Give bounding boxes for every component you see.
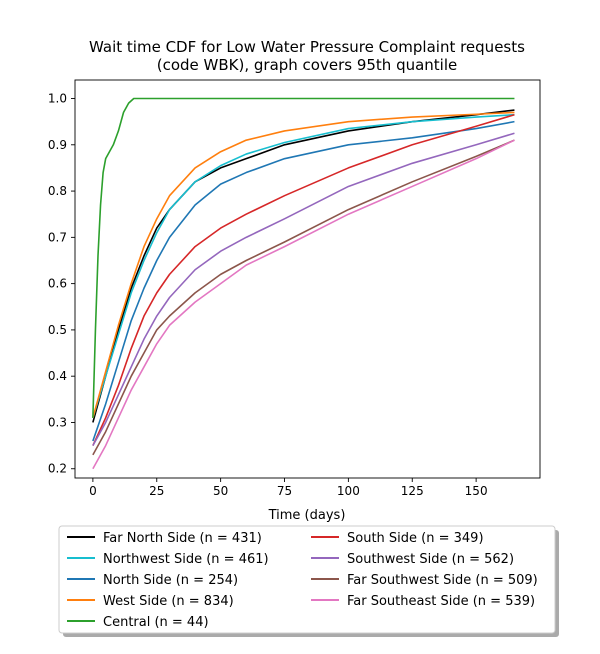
axes-frame — [74, 79, 541, 479]
y-tick-label-1: 0.3 — [48, 415, 67, 429]
legend-label-4: Central (n = 44) — [103, 615, 209, 630]
legend-label-0: Far North Side (n = 431) — [103, 531, 262, 546]
legend-label-8: Far Southeast Side (n = 539) — [347, 594, 535, 609]
y-tick-label-4: 0.6 — [48, 277, 67, 291]
y-tick-label-3: 0.5 — [48, 323, 67, 337]
legend-box — [58, 525, 556, 634]
chart-title-line1: Wait time CDF for Low Water Pressure Com… — [89, 38, 525, 56]
x-tick-label-2: 50 — [213, 484, 228, 498]
x-axis-label: Time (days) — [268, 508, 346, 523]
y-tick-label-7: 0.9 — [48, 138, 67, 152]
legend-label-6: Southwest Side (n = 562) — [347, 552, 514, 567]
x-tick-label-4: 100 — [337, 484, 360, 498]
y-tick-label-0: 0.2 — [48, 462, 67, 476]
legend-label-5: South Side (n = 349) — [347, 531, 484, 546]
legend: Far North Side (n = 431) Northwest Side (… — [58, 525, 559, 637]
chart-title-line2: (code WBK), graph covers 95th quantile — [157, 56, 458, 74]
x-tick-label-1: 25 — [149, 484, 164, 498]
x-tick-label-6: 150 — [465, 484, 488, 498]
y-tick-label-8: 1.0 — [48, 92, 67, 106]
x-tick-label-5: 125 — [401, 484, 424, 498]
x-tick-label-0: 0 — [89, 484, 97, 498]
series-line-2 — [92, 120, 515, 442]
y-tick-label-6: 0.8 — [48, 184, 67, 198]
series-line-3 — [92, 111, 515, 419]
plot-area: 0 25 50 75 100 125 150 0.2 0.3 0.4 0.5 0.6 0.7 0.8 0.9… — [48, 79, 541, 498]
series-line-5 — [92, 113, 515, 446]
legend-label-2: North Side (n = 254) — [103, 573, 238, 588]
series-line-6 — [92, 132, 515, 446]
series-line-4 — [92, 97, 515, 418]
series-line-7 — [92, 139, 515, 456]
series-line-1 — [92, 113, 515, 419]
y-tick-label-2: 0.4 — [48, 369, 67, 383]
legend-label-1: Northwest Side (n = 461) — [103, 552, 269, 567]
legend-label-7: Far Southwest Side (n = 509) — [347, 573, 538, 588]
series-line-0 — [92, 109, 515, 423]
y-tick-label-5: 0.7 — [48, 230, 67, 244]
legend-label-3: West Side (n = 834) — [103, 594, 234, 609]
series-line-8 — [92, 139, 515, 470]
x-tick-label-3: 75 — [277, 484, 292, 498]
